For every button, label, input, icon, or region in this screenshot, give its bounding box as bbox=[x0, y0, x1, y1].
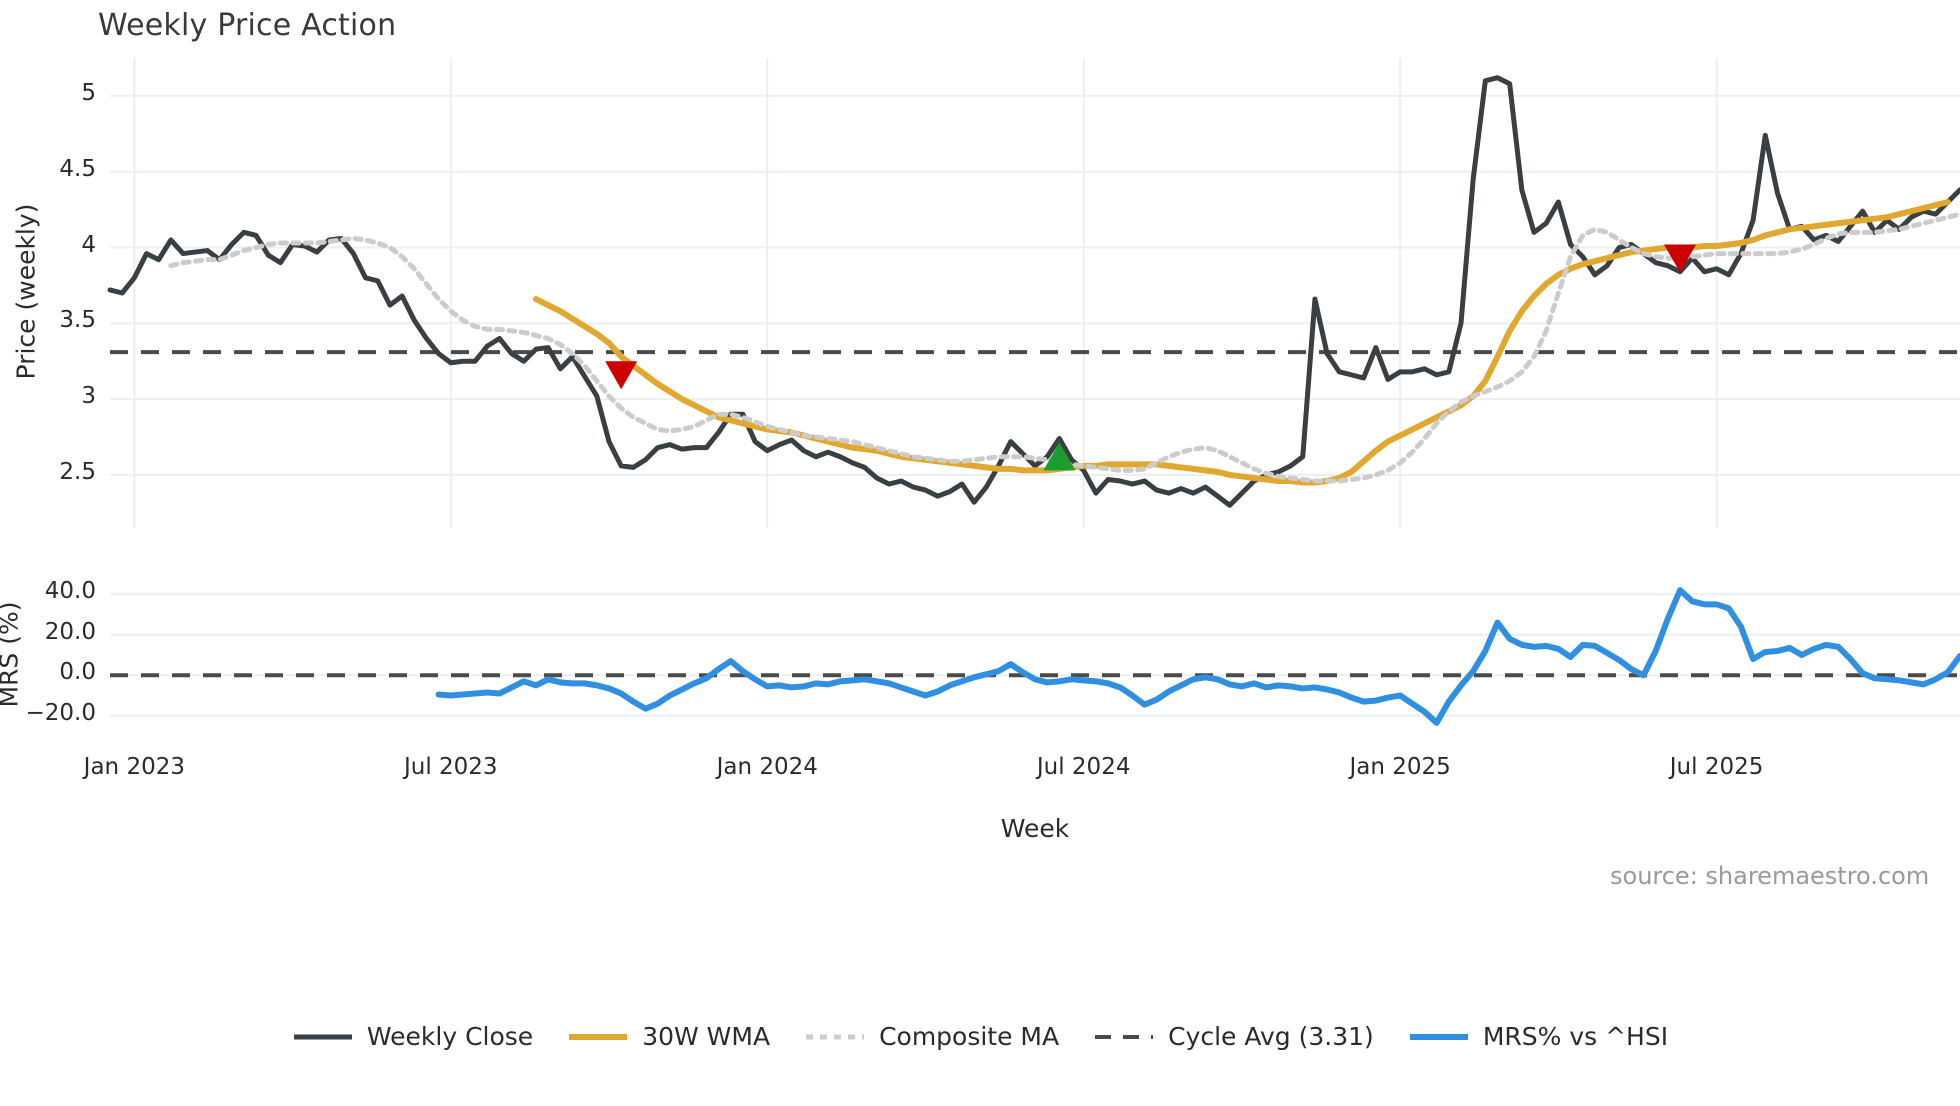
legend-item[interactable]: Cycle Avg (3.31) bbox=[1093, 1022, 1374, 1051]
axis-tick-label: Jan 2025 bbox=[1349, 754, 1451, 780]
legend-item[interactable]: Weekly Close bbox=[292, 1022, 533, 1051]
axis-tick-label: Jan 2024 bbox=[716, 754, 818, 780]
legend-swatch-icon bbox=[567, 1026, 629, 1048]
legend-swatch-icon bbox=[804, 1026, 866, 1048]
axis-tick-label: 20.0 bbox=[44, 618, 96, 645]
sell-signal-marker bbox=[1664, 244, 1697, 273]
legend-label: 30W WMA bbox=[642, 1022, 771, 1051]
series-30w-wma bbox=[532, 199, 1951, 486]
legend-label: Weekly Close bbox=[366, 1022, 534, 1051]
axis-title: MRS (%) bbox=[0, 601, 24, 708]
buy-signal-marker bbox=[1043, 442, 1076, 471]
axis-tick-label: Jul 2025 bbox=[1669, 754, 1764, 780]
mrs-panel bbox=[110, 587, 1960, 726]
axis-tick-label: 40.0 bbox=[44, 578, 96, 605]
series-weekly-close bbox=[107, 75, 1960, 508]
legend-swatch-icon bbox=[1408, 1026, 1470, 1048]
axis-tick-label: −20.0 bbox=[25, 699, 96, 726]
axis-tick-label: 0.0 bbox=[59, 659, 96, 686]
axis-title: Price (weekly) bbox=[11, 203, 41, 380]
axis-tick-label: 5 bbox=[81, 79, 96, 106]
legend-item[interactable]: 30W WMA bbox=[567, 1022, 770, 1051]
series-mrs-vs-hsi bbox=[435, 587, 1960, 726]
legend-label: Composite MA bbox=[879, 1022, 1060, 1051]
axis-tick-label: Jul 2024 bbox=[1036, 754, 1131, 780]
legend-label: Cycle Avg (3.31) bbox=[1168, 1022, 1374, 1051]
sell-signal-marker bbox=[605, 361, 638, 390]
axis-tick-label: 4.5 bbox=[59, 155, 96, 182]
legend-label: MRS% vs ^HSI bbox=[1482, 1022, 1669, 1051]
axis-tick-label: 3 bbox=[81, 383, 96, 410]
legend-item[interactable]: MRS% vs ^HSI bbox=[1408, 1022, 1668, 1051]
axis-tick-label: 4 bbox=[81, 231, 96, 258]
chart-legend: Weekly Close 30W WMA Composite MA Cycle Avg… bbox=[0, 1022, 1960, 1051]
legend-item[interactable]: Composite MA bbox=[804, 1022, 1059, 1051]
axis-title: Week bbox=[1000, 814, 1070, 843]
price-panel bbox=[107, 58, 1960, 528]
axis-tick-label: 3.5 bbox=[59, 307, 96, 334]
axis-tick-label: Jan 2023 bbox=[83, 754, 185, 780]
legend-swatch-icon bbox=[1093, 1026, 1155, 1048]
legend-swatch-icon bbox=[292, 1026, 354, 1048]
axis-tick-label: 2.5 bbox=[59, 458, 96, 485]
axis-tick-label: Jul 2023 bbox=[403, 754, 498, 780]
series-composite-ma bbox=[168, 211, 1960, 484]
page-title: Weekly Price Action bbox=[98, 8, 397, 43]
source-watermark: source: sharemaestro.com bbox=[1610, 862, 1930, 890]
